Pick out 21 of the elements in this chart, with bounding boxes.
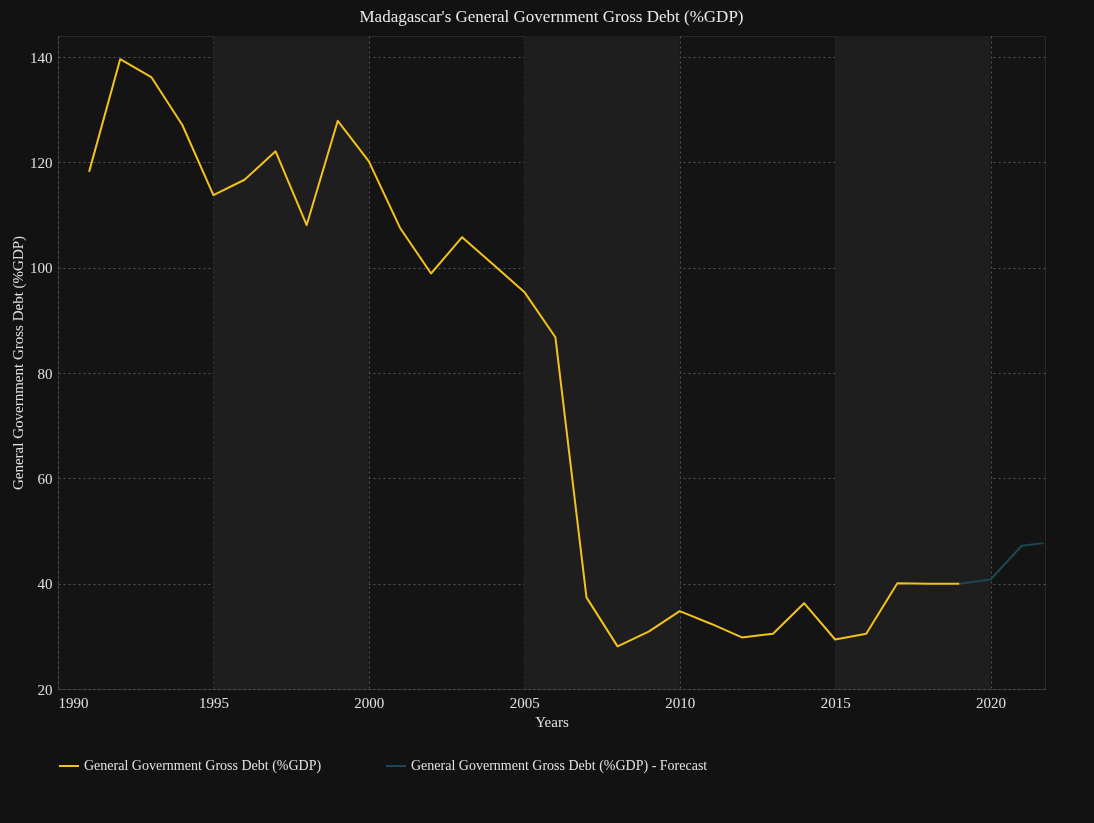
legend-label: General Government Gross Debt (%GDP) - Forecast — [411, 758, 708, 774]
x-tick-label: 1990 — [58, 694, 89, 711]
y-tick-label: 20 — [37, 681, 53, 698]
y-tick-label: 100 — [30, 260, 53, 277]
y-tick-label: 40 — [37, 576, 53, 593]
x-tick-label: 2000 — [354, 694, 385, 711]
y-tick-label: 120 — [30, 154, 53, 171]
x-tick-label: 1995 — [198, 694, 229, 711]
line-series — [958, 542, 1045, 585]
line-series — [88, 58, 961, 648]
x-axis-title: Years — [535, 713, 569, 730]
y-tick-label: 140 — [30, 49, 53, 66]
x-tick-label: 2015 — [820, 694, 851, 711]
x-tick-label: 2005 — [509, 694, 540, 711]
x-tick-label: 2010 — [665, 694, 696, 711]
x-tick-label: 2020 — [976, 694, 1007, 711]
y-axis-title: General Government Gross Debt (%GDP) — [10, 235, 27, 491]
chart-title: Madagascar's General Government Gross Debt (%GDP) — [359, 7, 744, 26]
y-tick-label: 80 — [37, 365, 53, 382]
y-tick-label: 60 — [37, 470, 53, 487]
legend-label: General Government Gross Debt (%GDP) — [84, 758, 322, 774]
